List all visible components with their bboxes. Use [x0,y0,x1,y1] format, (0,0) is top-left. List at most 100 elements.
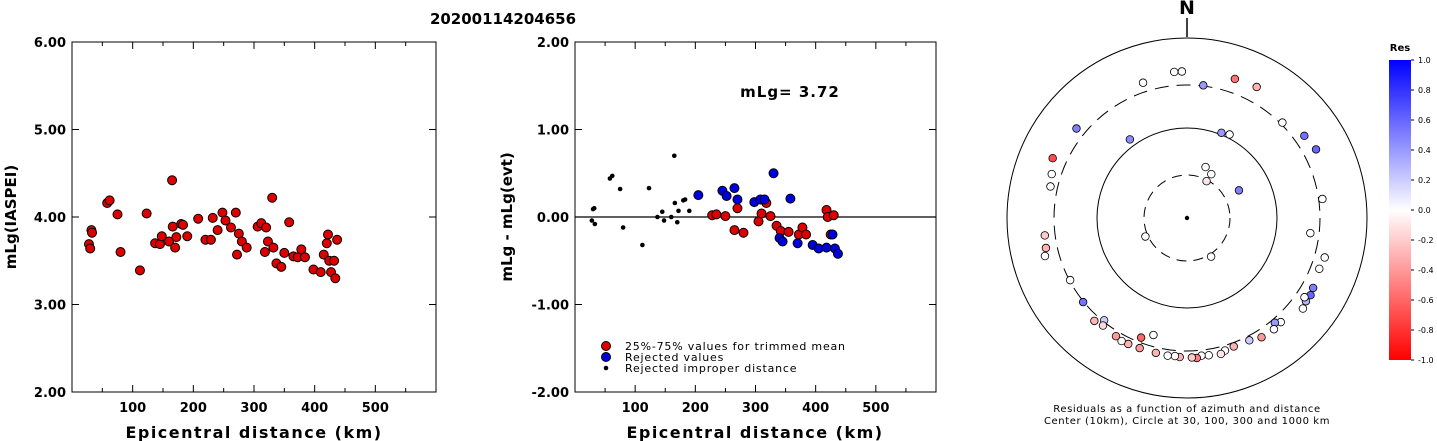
station-point [1047,169,1056,179]
x-axis-label: Epicentral distance (km) [125,423,382,441]
caption-line-1: Residuals as a function of azimuth and d… [1053,404,1321,415]
data-point [315,267,326,278]
y-tick-label: -2.00 [532,386,569,401]
station-point [1098,321,1108,330]
data-point [207,212,218,223]
legend: 25%-75% values for trimmed meanRejected … [601,340,845,375]
data-point [220,215,231,226]
y-tick-label: 6.00 [34,36,66,51]
data-point [785,193,796,204]
data-point [178,219,189,230]
station-point [1318,194,1327,204]
colorbar-tick-label: 1.0 [1418,56,1431,65]
data-point [732,203,743,214]
x-tick-label: 400 [802,401,829,416]
network-magnitude-annotation: mLg= 3.72 [740,83,840,101]
station-point [1170,351,1180,361]
station-point [1308,283,1318,293]
data-point [323,229,334,240]
data-point [729,183,740,194]
data-point [332,234,343,245]
data-point [134,265,145,276]
station-point [1138,78,1148,87]
station-point [1300,131,1309,141]
station-point [1072,124,1081,133]
station-point [1048,153,1057,163]
station-point [1141,232,1150,241]
data-point [330,273,341,284]
colorbar-tick-label: 0.6 [1418,116,1431,125]
data-point [284,217,295,228]
station-point [1300,293,1309,302]
data-point [141,208,152,219]
rejected-distance-point [659,209,665,215]
y-axis-label: mLg - mLg(evt) [498,152,516,281]
station-point [1245,336,1254,345]
station-point [1111,331,1121,341]
y-axis-ticks: -2.00 -1.00 0.00 1.00 2.00 [532,36,936,401]
colorbar-title: Res [1390,43,1410,54]
station-point [1135,343,1144,353]
event-center [1184,215,1190,221]
x-tick-label: 500 [862,401,889,416]
x-tick-label: 300 [742,401,769,416]
plot-frame [71,41,437,393]
data-point [167,175,178,186]
colorbar-tick-label: 0.8 [1418,86,1431,95]
azimuth-residual-map: N Residuals as a function of azimuth and… [1006,0,1368,427]
data-point [268,242,279,253]
station-point [1163,351,1172,360]
rejected-distance-point [591,205,597,211]
rejected-distance-point [676,208,681,214]
data-point [279,247,290,258]
rejected-distance-point [589,218,595,223]
data-point [756,208,767,219]
x-tick-label: 400 [301,401,328,416]
rejected-distance-point [668,214,674,220]
ring-300km [1053,84,1321,352]
colorbar-gradient [1389,60,1411,360]
legend-label: Rejected values [625,351,724,364]
y-tick-label: 2.00 [537,36,569,51]
station-residual-points [1040,67,1329,363]
data-point [711,209,722,220]
data-point [241,242,252,253]
data-point [232,249,243,260]
station-point [1269,325,1279,334]
data-point [115,247,126,257]
station-point [1125,135,1135,144]
data-point [765,211,776,222]
rejected-distance-point [646,185,652,191]
station-point [1177,67,1187,76]
x-tick-label: 500 [362,401,389,416]
x-tick-label: 300 [240,401,267,416]
data-point [182,231,193,242]
x-tick-label: 200 [682,401,709,416]
colorbar-tick-label: -0.4 [1418,266,1434,275]
station-point [1149,330,1158,340]
data-point [276,261,287,272]
data-point [230,207,241,218]
data-point [171,232,182,243]
ring-30km [1143,174,1231,262]
y-axis-ticks: 2.00 3.00 4.00 5.00 6.00 [34,36,436,401]
station-point [1206,252,1216,261]
rejected-distance-point [610,173,615,179]
data-point [720,211,731,222]
station-point [1229,342,1238,351]
y-tick-label: -1.00 [532,299,569,314]
colorbar-tick-label: 0.0 [1418,206,1431,215]
station-point [1046,182,1055,191]
data-point [193,213,204,224]
rejected-distance-point [655,214,660,220]
station-point [1078,297,1088,307]
y-axis-label: mLg(IASPEI) [2,165,20,269]
data-point [167,221,178,232]
data-point [205,234,216,245]
station-point [1040,251,1050,261]
magnitude-distance-chart: 2.00 3.00 4.00 5.00 6.00 100 200 300 400 500 mLg… [2,36,437,441]
rejected-distance-point [671,153,677,159]
rejected-distance-point [620,225,626,230]
data-point [156,231,167,242]
station-point [1187,353,1197,362]
